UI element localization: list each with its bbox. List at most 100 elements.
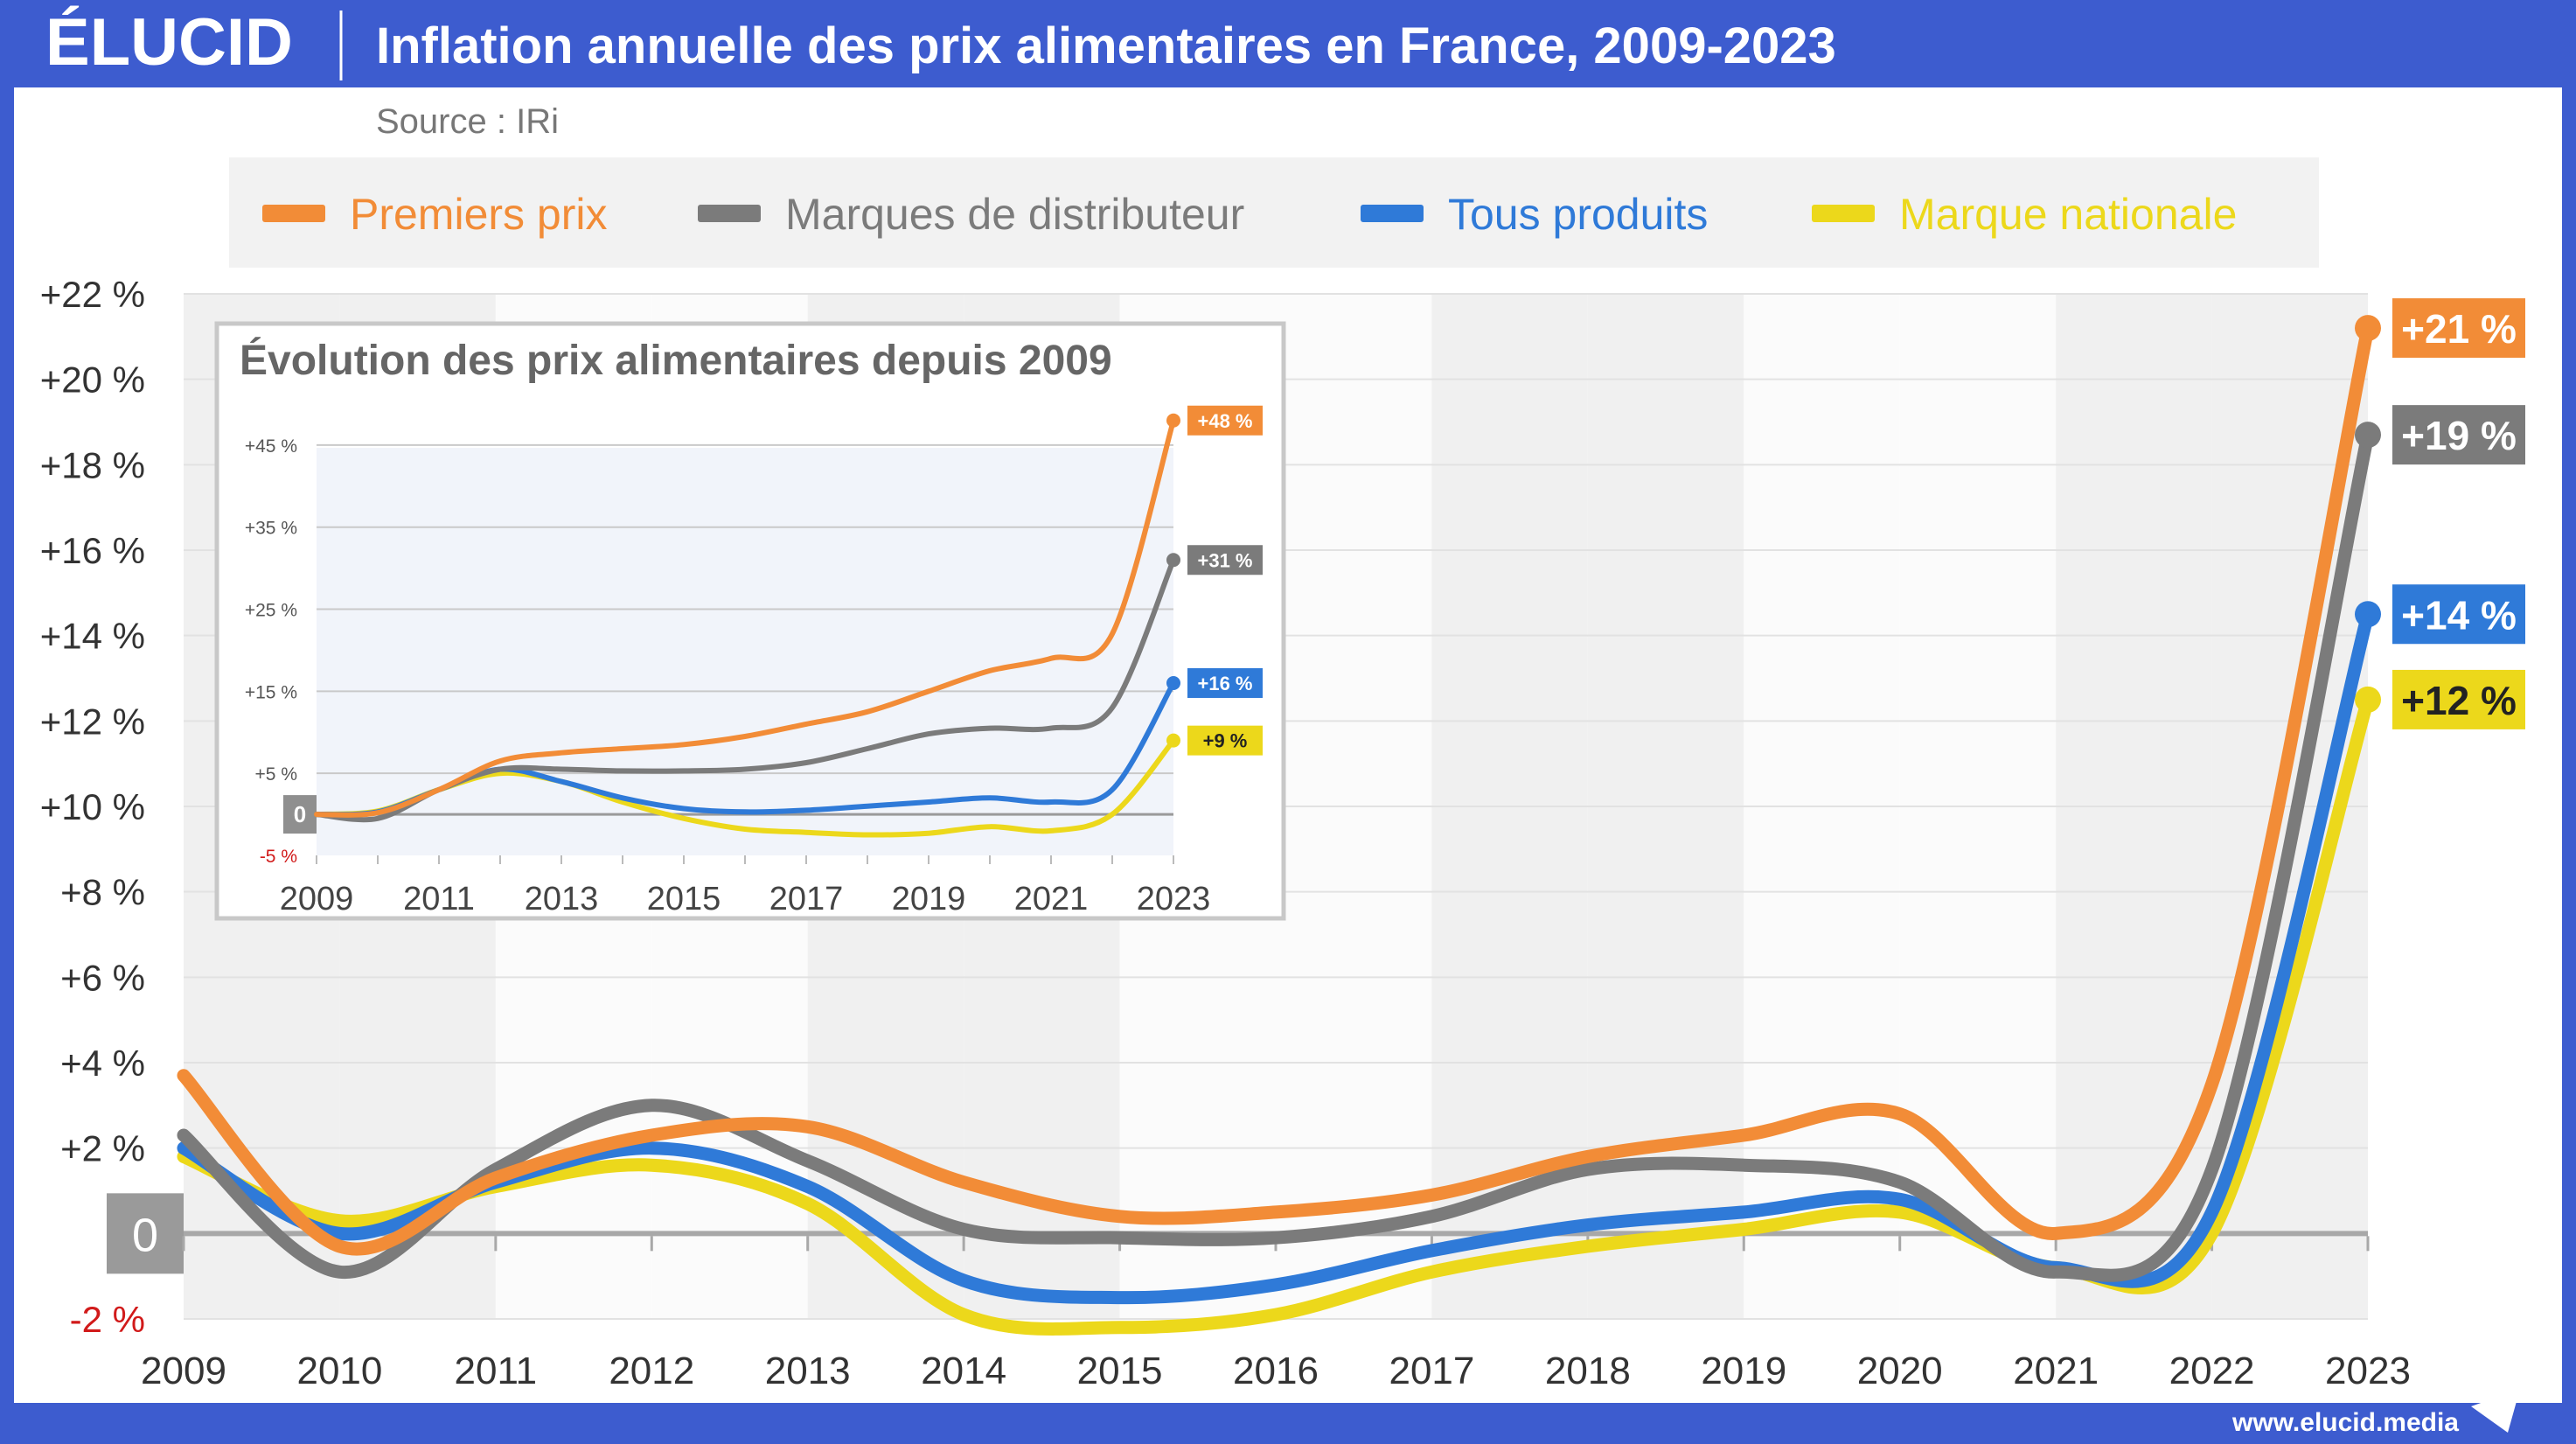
main-x-tick-label: 2010 xyxy=(296,1350,382,1392)
inset-end-label-1: +48 % xyxy=(1198,410,1253,432)
inset-x-tick-label: 2015 xyxy=(647,881,721,917)
main-y-tick-label: +10 % xyxy=(40,786,145,827)
main-y-tick-label: +22 % xyxy=(40,274,145,315)
inset-end-label-2: +31 % xyxy=(1198,549,1253,571)
main-end-label-3: +14 % xyxy=(2401,592,2517,638)
legend-box xyxy=(229,157,2319,268)
main-x-tick-label: 2020 xyxy=(1857,1350,1943,1392)
inset-x-tick-label: 2021 xyxy=(1014,881,1089,917)
main-series-end-point-1 xyxy=(2355,315,2381,342)
main-y-tick-label: +18 % xyxy=(40,444,145,485)
main-end-label-1: +21 % xyxy=(2401,306,2517,352)
main-x-tick-label: 2019 xyxy=(1701,1350,1786,1392)
inset-y-tick-label: +15 % xyxy=(245,682,297,702)
main-end-labels: +21 % +19 % +14 % +12 % xyxy=(2392,298,2525,729)
main-x-tick-label: 2009 xyxy=(141,1350,226,1392)
legend-label-4: Marque nationale xyxy=(1899,190,2237,239)
inset-x-tick-label: 2019 xyxy=(892,881,966,917)
inset-y-tick-label: 0 xyxy=(294,801,306,827)
inset-end-label-4: +9 % xyxy=(1203,730,1248,752)
main-x-tick-label: 2013 xyxy=(765,1350,851,1392)
legend-swatch-2 xyxy=(698,205,761,222)
inset-y-tick-label: +5 % xyxy=(255,764,297,785)
inset-y-ticks: -5 % 0 +5 % +15 % +25 % +35 % +45 % xyxy=(245,436,317,867)
main-x-tick-label: 2014 xyxy=(921,1350,1006,1392)
main-end-label-box-1 xyxy=(2392,298,2525,359)
inset-x-ticks: 2009 2011 2013 2015 2017 2019 2021 2023 xyxy=(280,855,1211,917)
main-series-end-point-3 xyxy=(2355,601,2381,628)
main-series-line-1 xyxy=(177,321,2375,1256)
inset-end-label-box-1 xyxy=(1187,405,1263,436)
main-y-ticks: -2 % 0 +2 % +4 % +6 % +8 % +10 % +12 % +14 % +16 … xyxy=(40,274,184,1340)
main-zero-badge xyxy=(107,1193,184,1274)
main-y-tick-label: +12 % xyxy=(40,701,145,742)
legend-swatch-1 xyxy=(262,205,325,222)
inset-series-end-point-4 xyxy=(1166,733,1180,748)
main-end-label-2: +19 % xyxy=(2401,413,2517,458)
inset-end-labels: +48 % +31 % +16 % +9 % xyxy=(1187,405,1263,756)
inset-title: Évolution des prix alimentaires depuis 2… xyxy=(240,337,1112,384)
legend-label-2: Marques de distributeur xyxy=(785,190,1244,239)
inset-chart: Évolution des prix alimentaires depuis 2… xyxy=(214,321,1286,921)
main-x-tick-label: 2015 xyxy=(1077,1350,1163,1392)
inset-x-tick-label: 2023 xyxy=(1137,881,1211,917)
main-series-line-2 xyxy=(177,428,2375,1282)
inset-end-label-box-4 xyxy=(1187,725,1263,756)
inset-y-tick-label: -5 % xyxy=(260,847,297,867)
inset-end-label-box-3 xyxy=(1187,667,1263,698)
main-y-tick-label: +6 % xyxy=(60,957,145,998)
main-y-tick-label: 0 xyxy=(132,1209,158,1261)
main-x-tick-label: 2011 xyxy=(455,1350,538,1392)
footer-logo-mark-icon xyxy=(2471,1389,2520,1433)
inset-series-line-1 xyxy=(314,417,1176,818)
main-end-label-box-2 xyxy=(2392,405,2525,465)
main-y-tick-label: +4 % xyxy=(60,1043,145,1084)
inset-series-end-point-3 xyxy=(1166,675,1180,690)
legend: Premiers prix Marques de distributeur Tous… xyxy=(262,190,2237,239)
main-series-end-point-4 xyxy=(2355,686,2381,713)
inset-series-lines xyxy=(314,413,1180,838)
inset-x-tick-label: 2009 xyxy=(280,881,354,917)
legend-label-1: Premiers prix xyxy=(350,190,607,239)
main-x-tick-label: 2018 xyxy=(1545,1350,1631,1392)
inset-end-label-3: +16 % xyxy=(1198,673,1253,694)
main-y-tick-label: +16 % xyxy=(40,530,145,571)
main-end-label-box-3 xyxy=(2392,584,2525,645)
main-y-tick-label: +2 % xyxy=(60,1128,145,1169)
brand-logo: ÉLUCID xyxy=(45,5,293,80)
main-y-tick-label: +8 % xyxy=(60,872,145,913)
main-x-tick-label: 2021 xyxy=(2013,1350,2099,1392)
inset-y-tick-label: +35 % xyxy=(245,519,297,539)
header-band xyxy=(0,0,2576,87)
inset-x-tick-label: 2011 xyxy=(403,881,475,917)
inset-series-end-point-1 xyxy=(1166,413,1180,428)
main-y-tick-label: +14 % xyxy=(40,616,145,657)
page-title: Inflation annuelle des prix alimentaires… xyxy=(376,17,1836,74)
footer-url: www.elucid.media xyxy=(2231,1408,2459,1437)
main-end-label-4: +12 % xyxy=(2401,678,2517,723)
footer-band xyxy=(0,1403,2576,1444)
main-series-lines xyxy=(177,315,2381,1336)
legend-swatch-3 xyxy=(1361,205,1424,222)
source-note: Source : IRi xyxy=(376,102,559,141)
main-x-tick-label: 2022 xyxy=(2169,1350,2255,1392)
inset-x-tick-label: 2013 xyxy=(525,881,599,917)
inset-series-end-point-2 xyxy=(1166,553,1180,568)
inset-zero-badge xyxy=(283,795,317,834)
legend-swatch-4 xyxy=(1812,205,1875,222)
inset-end-label-box-2 xyxy=(1187,545,1263,576)
main-y-tick-label: -2 % xyxy=(70,1299,145,1340)
main-x-tick-label: 2023 xyxy=(2325,1350,2411,1392)
main-end-label-box-4 xyxy=(2392,669,2525,729)
legend-label-3: Tous produits xyxy=(1448,190,1708,239)
inset-x-tick-label: 2017 xyxy=(769,881,844,917)
main-x-tick-label: 2012 xyxy=(609,1350,694,1392)
inset-y-tick-label: +45 % xyxy=(245,436,297,457)
main-series-end-point-2 xyxy=(2355,422,2381,449)
main-y-tick-label: +20 % xyxy=(40,359,145,401)
main-x-tick-label: 2017 xyxy=(1389,1350,1474,1392)
main-x-tick-label: 2016 xyxy=(1233,1350,1319,1392)
inset-y-tick-label: +25 % xyxy=(245,601,297,621)
